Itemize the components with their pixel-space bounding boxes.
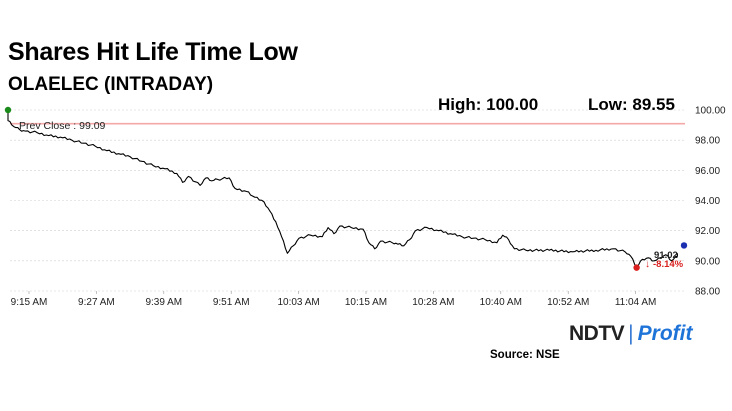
y-tick-label: 90.00 [695,256,720,267]
last-price-label: 91.02 [654,250,678,261]
y-tick-label: 94.00 [695,196,720,207]
y-tick-label: 92.00 [695,226,720,237]
logo-ndtv: NDTV [569,322,625,345]
logo-separator: | [628,322,634,345]
x-tick-label: 9:39 AM [145,297,182,308]
x-tick-label: 10:52 AM [547,297,589,308]
x-tick-label: 9:51 AM [213,297,250,308]
x-tick-label: 10:15 AM [345,297,387,308]
price-line [7,111,678,269]
ndtv-profit-logo: NDTV | Profit [569,322,692,346]
marker-start [4,106,12,114]
change-arrow-icon: ↓ [645,259,650,270]
line-layer [7,111,678,269]
y-tick-label: 98.00 [695,136,720,147]
grid-layer [10,109,685,292]
marker-low [633,264,640,271]
x-tick-label: 9:15 AM [11,297,48,308]
source-note: Source: NSE [490,349,560,361]
low-stat: Low: 89.55 [588,95,675,114]
high-stat: High: 100.00 [438,95,539,114]
x-tick-label: 10:28 AM [412,297,454,308]
prev-close-label: Prev Close : 99.09 [19,120,106,132]
logo-profit: Profit [637,322,693,345]
marker-layer [4,106,688,271]
y-tick-label: 100.00 [695,106,726,117]
marker-last [680,242,688,249]
change-label: -8.14% [653,259,684,270]
chart-title: Shares Hit Life Time Low [8,38,298,66]
chart-subtitle: OLAELEC (INTRADAY) [8,74,214,95]
y-tick-label: 96.00 [695,166,720,177]
x-tick-label: 10:40 AM [480,297,522,308]
x-tick-label: 11:04 AM [615,297,657,308]
x-tick-label: 10:03 AM [277,297,319,308]
x-tick-label: 9:27 AM [78,297,115,308]
axis-layer: 88.00 90.00 92.00 94.00 96.00 98.00 100.00 9:15… [11,106,726,309]
y-tick-label: 88.00 [695,287,720,298]
